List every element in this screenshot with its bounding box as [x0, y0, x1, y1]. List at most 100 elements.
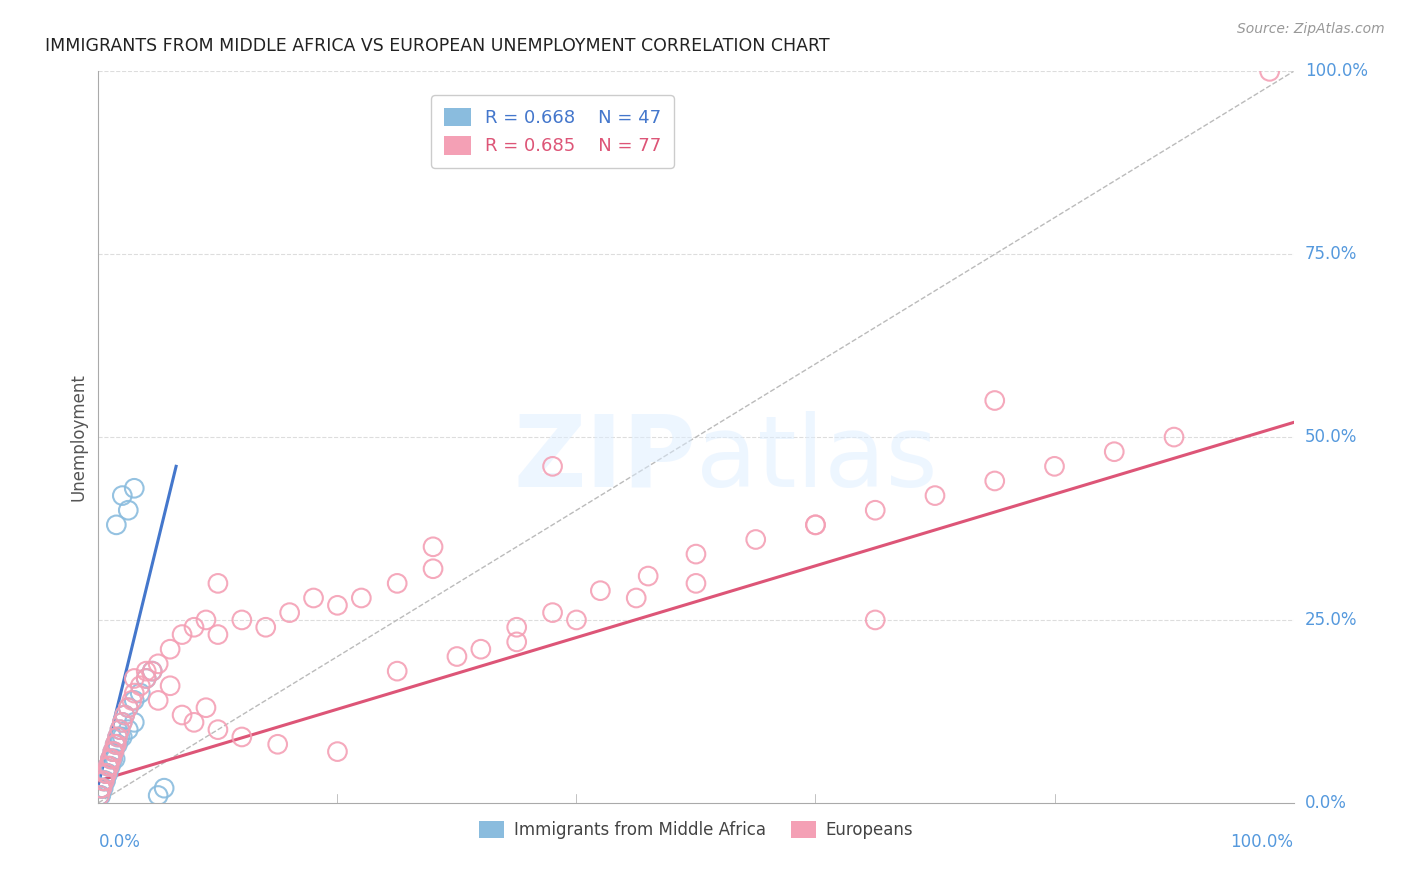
Point: [107, 730, 129, 744]
Text: 25.0%: 25.0%: [1305, 611, 1357, 629]
Point: [91, 781, 114, 796]
Point: [121, 693, 143, 707]
Point: [98, 759, 121, 773]
Text: 75.0%: 75.0%: [1305, 245, 1357, 263]
Point: [98, 752, 122, 766]
Point: [105, 517, 128, 532]
Point: [90, 789, 112, 803]
Point: [565, 613, 588, 627]
Point: [1258, 64, 1281, 78]
Point: [91, 781, 114, 796]
Point: [141, 664, 163, 678]
Point: [124, 715, 146, 730]
Point: [924, 489, 946, 503]
Point: [97, 759, 120, 773]
Point: [984, 393, 1007, 408]
Point: [589, 583, 612, 598]
Point: [91, 773, 114, 788]
Point: [685, 547, 707, 561]
Point: [195, 613, 218, 627]
Point: [101, 745, 124, 759]
Point: [422, 562, 444, 576]
Point: [984, 474, 1007, 488]
Point: [91, 781, 114, 796]
Point: [96, 766, 118, 780]
Point: [108, 723, 131, 737]
Point: [103, 745, 125, 759]
Point: [103, 745, 125, 759]
Point: [470, 642, 492, 657]
Point: [148, 657, 170, 671]
Point: [104, 752, 127, 766]
Point: [96, 766, 118, 780]
Point: [135, 664, 157, 678]
Point: [105, 737, 128, 751]
Text: 100.0%: 100.0%: [1305, 62, 1368, 80]
Point: [422, 540, 444, 554]
Point: [129, 686, 152, 700]
Point: [107, 737, 129, 751]
Text: 0.0%: 0.0%: [1305, 794, 1347, 812]
Point: [541, 606, 564, 620]
Point: [153, 781, 176, 796]
Point: [98, 759, 122, 773]
Text: 50.0%: 50.0%: [1305, 428, 1357, 446]
Point: [89, 789, 111, 803]
Point: [385, 664, 409, 678]
Point: [111, 715, 134, 730]
Point: [172, 708, 194, 723]
Point: [207, 723, 229, 737]
Point: [129, 679, 152, 693]
Point: [105, 737, 128, 751]
Point: [96, 766, 118, 780]
Point: [231, 730, 253, 744]
Point: [446, 649, 468, 664]
Point: [302, 591, 325, 605]
Point: [685, 576, 707, 591]
Point: [93, 773, 115, 788]
Point: [100, 752, 122, 766]
Point: [231, 613, 253, 627]
Point: [506, 635, 529, 649]
Point: [94, 773, 117, 788]
Point: [148, 693, 170, 707]
Point: [114, 708, 136, 723]
Point: [114, 708, 136, 723]
Point: [97, 766, 120, 780]
Y-axis label: Unemployment: Unemployment: [69, 373, 87, 501]
Point: [93, 773, 115, 788]
Point: [183, 620, 205, 634]
Point: [159, 679, 181, 693]
Point: [98, 759, 121, 773]
Point: [94, 766, 117, 780]
Point: [541, 459, 564, 474]
Point: [101, 752, 124, 766]
Point: [108, 723, 131, 737]
Point: [135, 672, 157, 686]
Point: [804, 517, 827, 532]
Point: [865, 503, 887, 517]
Point: [94, 766, 117, 780]
Point: [111, 730, 134, 744]
Point: [135, 672, 157, 686]
Text: Source: ZipAtlas.com: Source: ZipAtlas.com: [1237, 22, 1385, 37]
Point: [141, 664, 163, 678]
Point: [626, 591, 648, 605]
Point: [100, 752, 122, 766]
Point: [745, 533, 768, 547]
Point: [804, 517, 827, 532]
Point: [117, 700, 139, 714]
Point: [1163, 430, 1185, 444]
Text: IMMIGRANTS FROM MIDDLE AFRICA VS EUROPEAN UNEMPLOYMENT CORRELATION CHART: IMMIGRANTS FROM MIDDLE AFRICA VS EUROPEA…: [45, 37, 830, 54]
Point: [111, 489, 134, 503]
Point: [101, 745, 124, 759]
Point: [117, 700, 139, 714]
Text: ZIP: ZIP: [513, 410, 696, 508]
Point: [865, 613, 887, 627]
Point: [1104, 444, 1126, 458]
Point: [183, 715, 205, 730]
Point: [90, 781, 112, 796]
Legend: Immigrants from Middle Africa, Europeans: Immigrants from Middle Africa, Europeans: [472, 814, 920, 846]
Point: [98, 752, 122, 766]
Point: [104, 737, 127, 751]
